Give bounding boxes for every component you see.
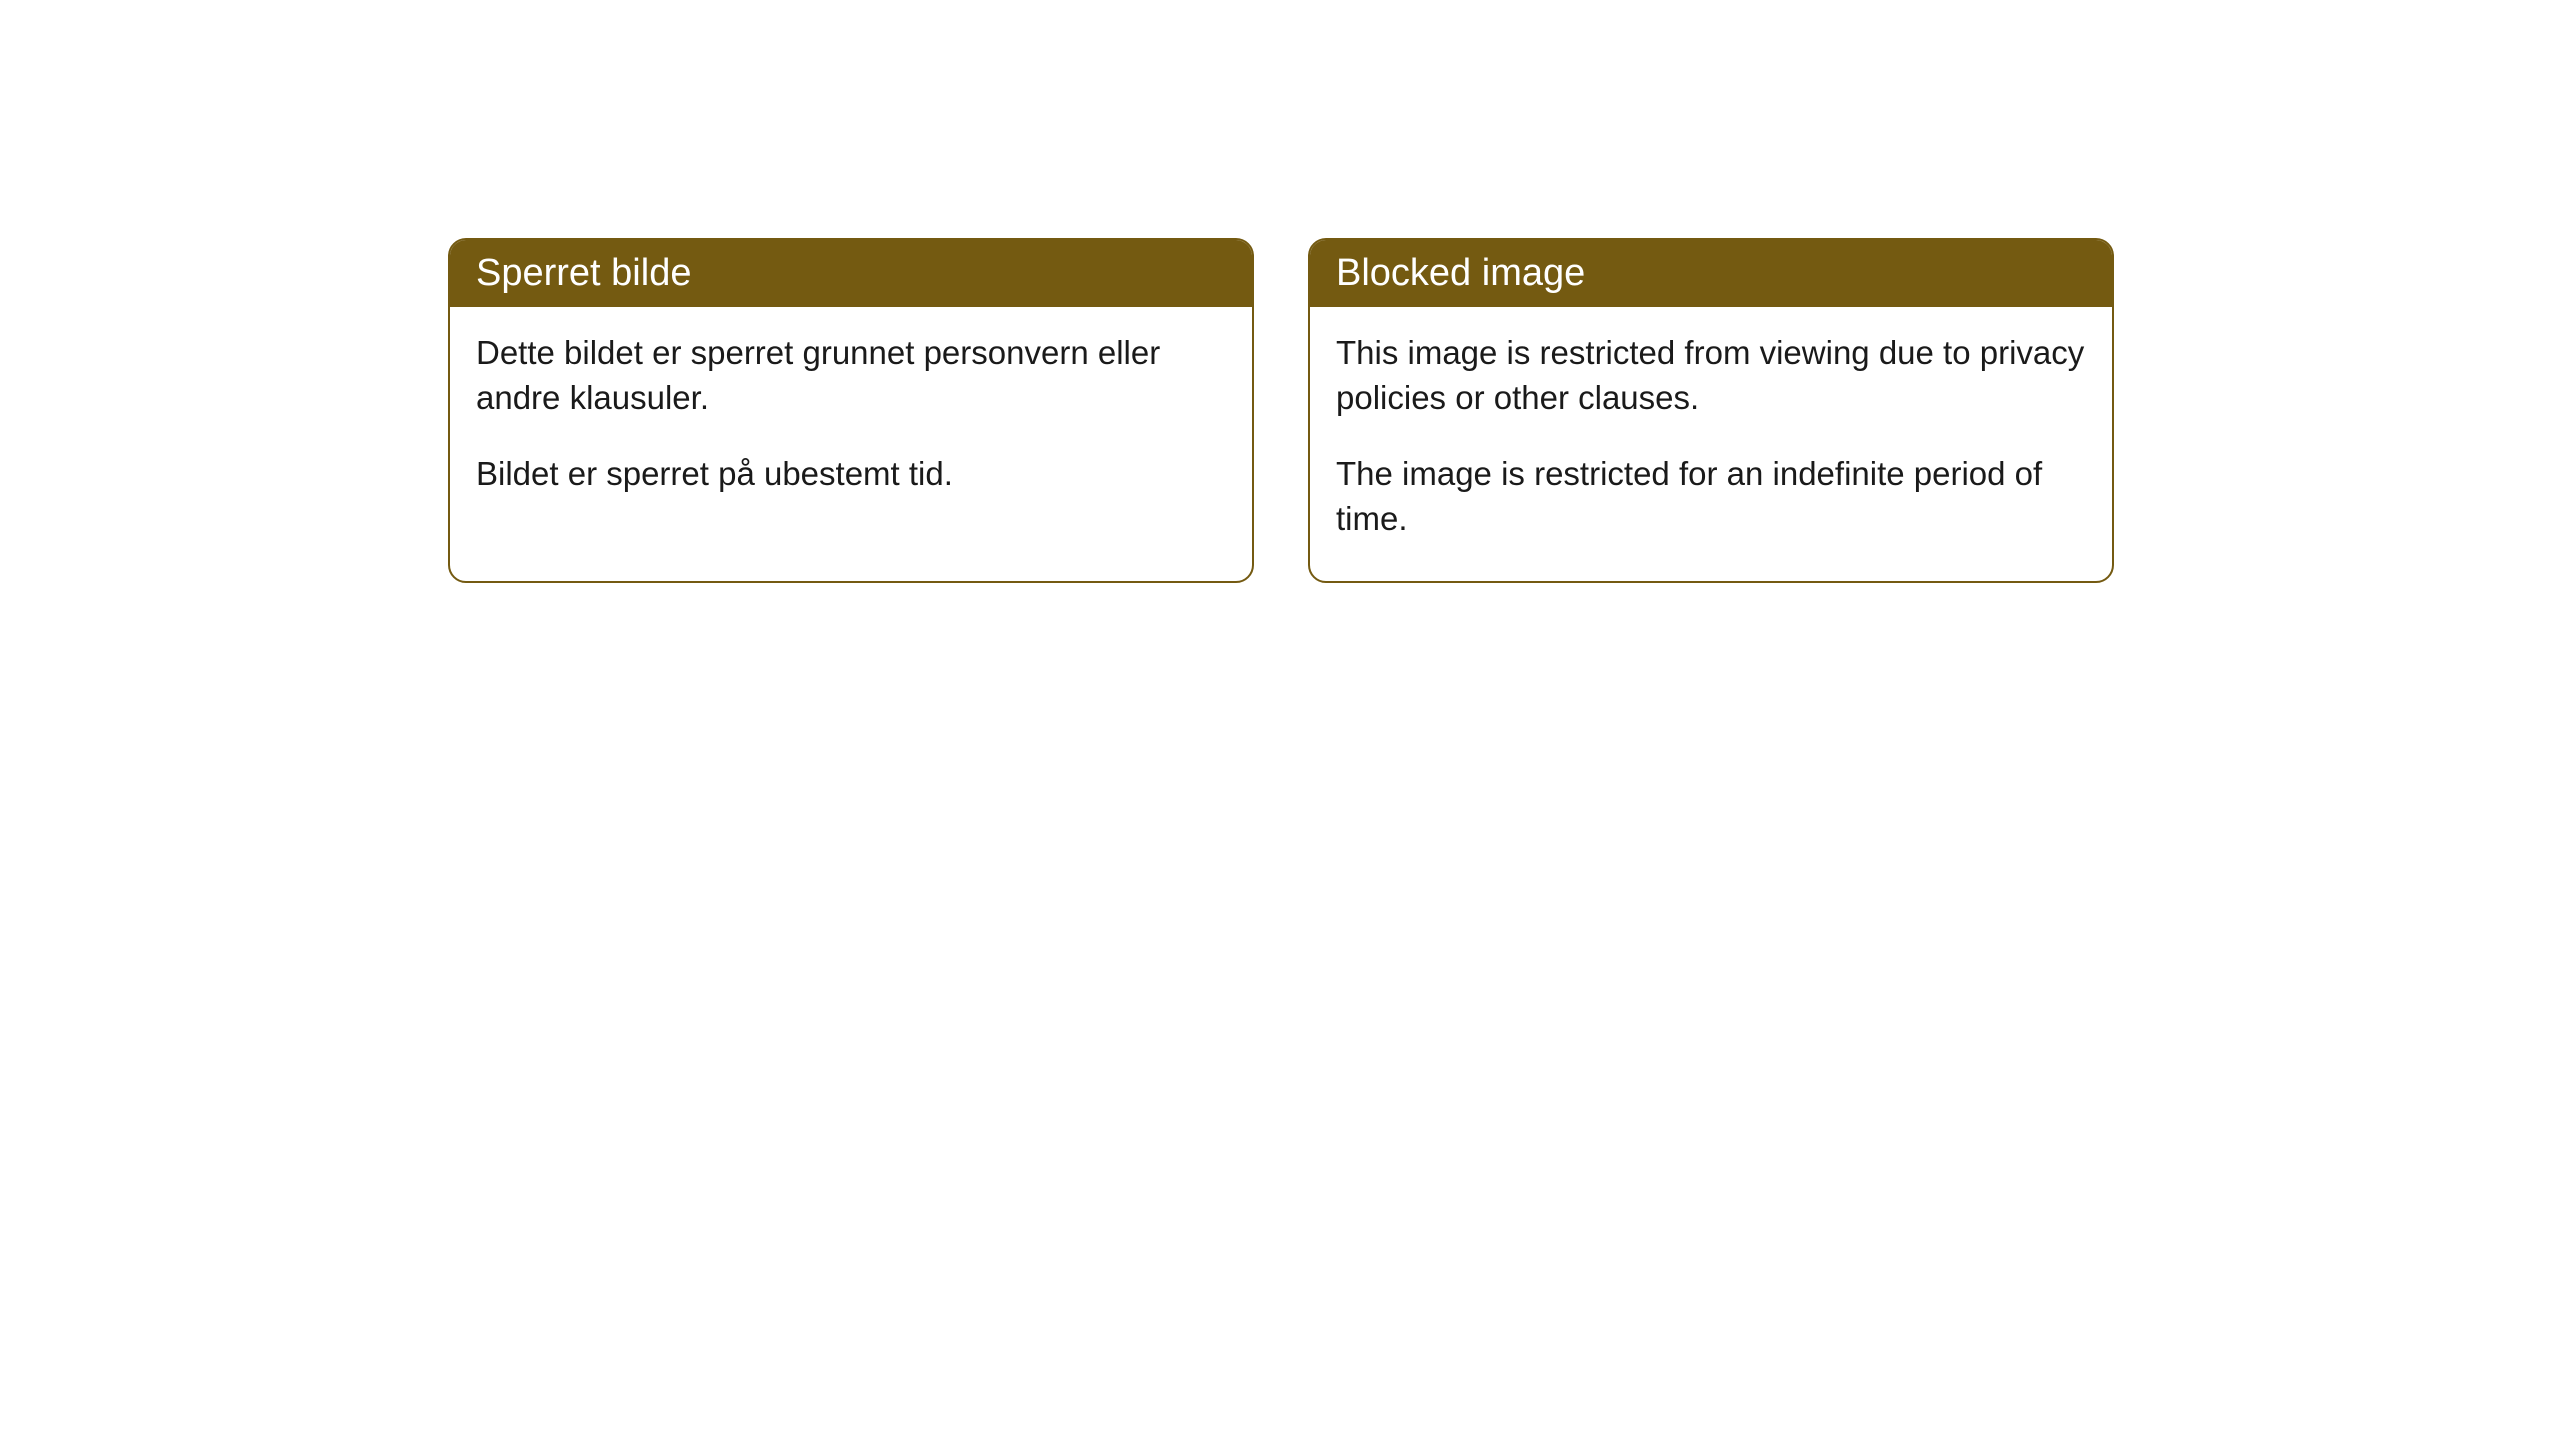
notice-paragraph: The image is restricted for an indefinit… xyxy=(1336,452,2086,541)
notice-paragraph: This image is restricted from viewing du… xyxy=(1336,331,2086,420)
notice-body-english: This image is restricted from viewing du… xyxy=(1310,307,2112,581)
notice-card-norwegian: Sperret bilde Dette bildet er sperret gr… xyxy=(448,238,1254,583)
notice-body-norwegian: Dette bildet er sperret grunnet personve… xyxy=(450,307,1252,537)
notice-paragraph: Bildet er sperret på ubestemt tid. xyxy=(476,452,1226,497)
notice-header-english: Blocked image xyxy=(1310,240,2112,307)
notice-header-norwegian: Sperret bilde xyxy=(450,240,1252,307)
notice-container: Sperret bilde Dette bildet er sperret gr… xyxy=(0,0,2560,583)
notice-paragraph: Dette bildet er sperret grunnet personve… xyxy=(476,331,1226,420)
notice-card-english: Blocked image This image is restricted f… xyxy=(1308,238,2114,583)
